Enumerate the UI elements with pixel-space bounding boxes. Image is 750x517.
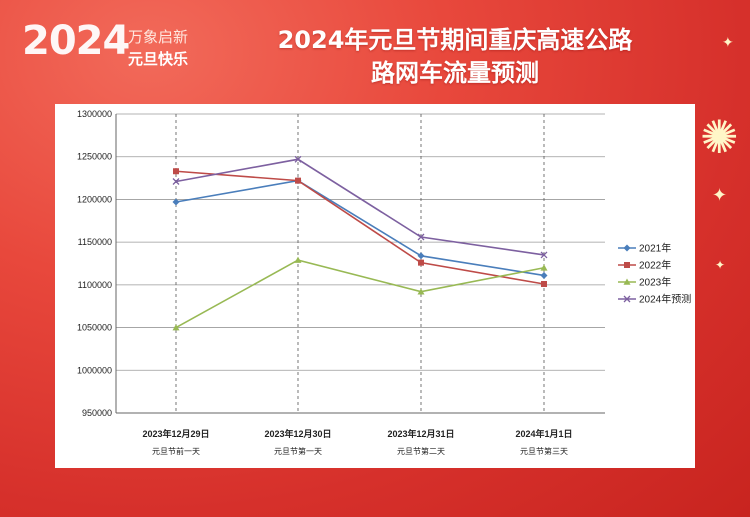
series-3-point xyxy=(294,256,302,263)
title-line-2: 路网车流量预测 xyxy=(371,59,539,87)
legend-label: 2022年 xyxy=(639,259,671,272)
y-tick-label: 1000000 xyxy=(77,365,112,375)
y-tick-label: 1100000 xyxy=(78,280,112,290)
firework-sparkle-icon: ✺ xyxy=(700,110,739,164)
y-tick-label: 1150000 xyxy=(78,237,112,247)
y-tick-label: 1250000 xyxy=(77,152,112,162)
series-2-point xyxy=(295,177,301,184)
x-tick-sublabel: 元旦节第二天 xyxy=(397,446,445,456)
x-tick-label: 2023年12月29日 xyxy=(142,428,209,439)
y-tick-label: 1300000 xyxy=(77,109,112,119)
series-line-1 xyxy=(175,179,545,277)
legend-3-point xyxy=(623,278,631,285)
x-tick-sublabel: 元旦节前一天 xyxy=(152,446,200,456)
series-line-4 xyxy=(175,158,545,256)
y-tick-label: 950000 xyxy=(82,408,112,418)
series-4-point xyxy=(540,251,548,259)
legend-label: 2024年预测 xyxy=(639,293,691,306)
line-chart: 950000 1000000 1050000 1100000 1150000 120000… xyxy=(77,109,691,456)
y-tick-label: 1050000 xyxy=(77,323,112,333)
y-tick-label: 1200000 xyxy=(77,194,112,204)
page-title: 2024年元旦节期间重庆高速公路 路网车流量预测 xyxy=(215,24,695,90)
firework-sparkle-icon: ✦ xyxy=(712,185,728,206)
x-tick-label: 2023年12月30日 xyxy=(264,428,331,439)
series-3-point xyxy=(417,288,425,295)
x-tick-sublabel: 元旦节第一天 xyxy=(274,446,322,456)
firework-sparkle-icon: ✦ xyxy=(722,35,734,51)
legend-2-point xyxy=(624,262,630,268)
series-4-point xyxy=(417,233,425,241)
series-3-point xyxy=(540,264,548,271)
series-1-point xyxy=(540,271,548,279)
firework-sparkle-icon: ✦ xyxy=(715,258,726,272)
series-3-point xyxy=(172,324,180,331)
series-line-3 xyxy=(175,259,545,329)
legend-label: 2023年 xyxy=(639,276,671,289)
x-tick-sublabel: 元旦节第三天 xyxy=(520,446,568,456)
x-tick-label: 2024年1月1日 xyxy=(515,428,572,439)
logo-tagline: 万象启新 xyxy=(128,28,189,46)
series-4-point xyxy=(294,155,302,163)
legend-label: 2021年 xyxy=(639,242,671,255)
logo-greeting: 元旦快乐 xyxy=(128,50,189,68)
series-1-point xyxy=(417,252,425,260)
series-2-point xyxy=(173,168,179,175)
chart-panel: 950000 1000000 1050000 1100000 1150000 120000… xyxy=(55,104,695,468)
series-1-point xyxy=(172,198,180,206)
title-line-1: 2024年元旦节期间重庆高速公路 xyxy=(277,26,633,54)
series-4-point xyxy=(172,178,180,185)
logo-year: 2024 xyxy=(22,18,130,64)
legend-4-point xyxy=(623,295,631,303)
series-2-point xyxy=(418,259,424,266)
series-line-2 xyxy=(175,170,545,285)
legend-1-point xyxy=(623,244,631,252)
x-tick-label: 2023年12月31日 xyxy=(387,428,454,439)
series-2-point xyxy=(541,281,547,288)
